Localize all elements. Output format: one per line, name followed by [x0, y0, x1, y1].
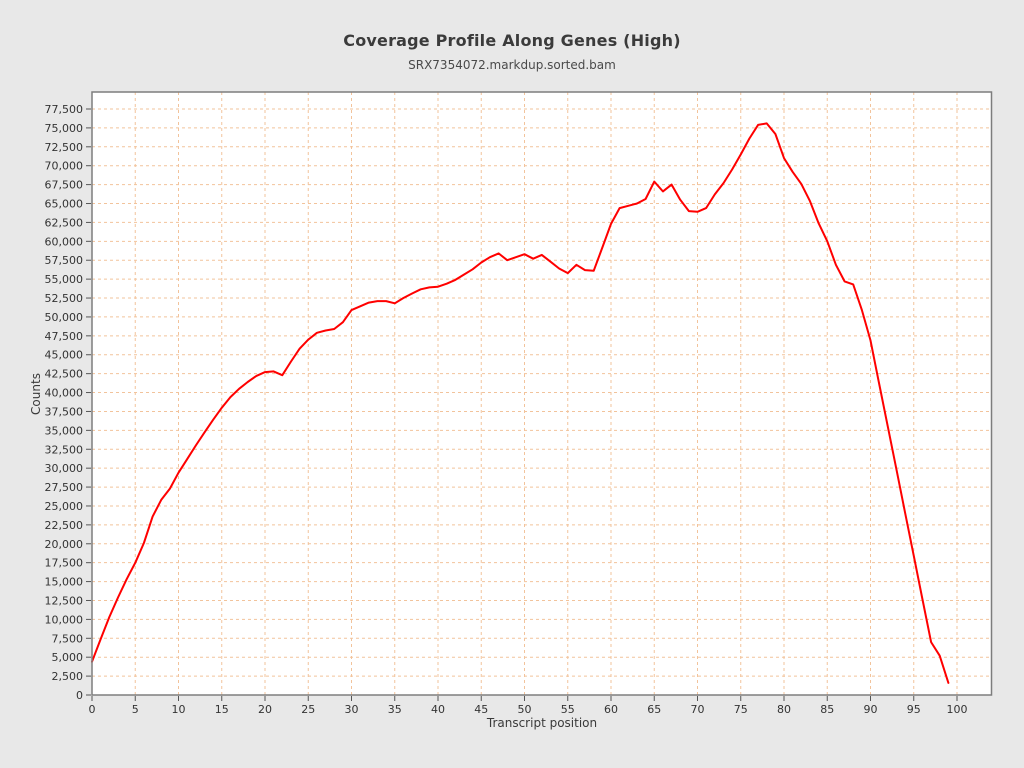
y-tick-label: 77,500: [45, 103, 84, 116]
x-tick-label: 0: [89, 703, 96, 716]
plot-border: [91, 91, 993, 696]
y-tick-label: 12,500: [45, 594, 84, 607]
y-tick-label: 57,500: [45, 254, 84, 267]
y-tick-label: 60,000: [45, 235, 84, 248]
x-tick-label: 10: [172, 703, 186, 716]
x-tick-label: 60: [604, 703, 618, 716]
x-tick-label: 45: [474, 703, 488, 716]
x-tick-label: 85: [820, 703, 834, 716]
x-tick-label: 100: [947, 703, 968, 716]
gridlines: [92, 92, 992, 695]
y-tick-label: 0: [76, 689, 83, 702]
x-tick-label: 95: [907, 703, 921, 716]
y-tick-label: 7,500: [52, 632, 84, 645]
y-tick-label: 40,000: [45, 387, 84, 400]
y-tick-label: 62,500: [45, 216, 84, 229]
y-axis-label: Counts: [29, 373, 43, 415]
x-tick-label: 65: [647, 703, 661, 716]
x-tick-label: 35: [388, 703, 402, 716]
x-tick-label: 75: [734, 703, 748, 716]
y-tick-label: 50,000: [45, 311, 84, 324]
y-tick-label: 32,500: [45, 443, 84, 456]
y-tick-label: 15,000: [45, 576, 84, 589]
plot-area: [92, 92, 992, 695]
x-axis-label: Transcript position: [486, 716, 598, 730]
y-tick-label: 72,500: [45, 141, 84, 154]
y-tick-label: 65,000: [45, 198, 84, 211]
y-tick-label: 47,500: [45, 330, 84, 343]
x-tick-label: 25: [301, 703, 315, 716]
y-tick-label: 75,000: [45, 122, 84, 135]
x-tick-label: 50: [518, 703, 532, 716]
y-tick-label: 10,000: [45, 613, 84, 626]
y-tick-label: 70,000: [45, 160, 84, 173]
x-tick-label: 15: [215, 703, 229, 716]
y-tick-label: 22,500: [45, 519, 84, 532]
y-tick-label: 2,500: [52, 670, 84, 683]
y-tick-label: 5,000: [52, 651, 84, 664]
y-tick-label: 25,000: [45, 500, 84, 513]
y-tick-label: 37,500: [45, 405, 84, 418]
y-tick-label: 35,000: [45, 424, 84, 437]
x-tick-label: 90: [864, 703, 878, 716]
y-tick-label: 55,000: [45, 273, 84, 286]
coverage-series-line: [91, 122, 950, 684]
x-tick-label: 40: [431, 703, 445, 716]
x-tick-label: 80: [777, 703, 791, 716]
chart-title: Coverage Profile Along Genes (High): [343, 31, 681, 50]
chart-subtitle: SRX7354072.markdup.sorted.bam: [408, 58, 616, 72]
y-tick-label: 27,500: [45, 481, 84, 494]
y-tick-label: 30,000: [45, 462, 84, 475]
x-tick-label: 5: [132, 703, 139, 716]
x-tick-label: 30: [345, 703, 359, 716]
x-tick-label: 20: [258, 703, 272, 716]
axis-tick-labels: 0 2,500 5,000 7,500 10,000 12,500 15,000 17,500…: [45, 103, 968, 716]
y-tick-label: 67,500: [45, 179, 84, 192]
y-tick-label: 45,000: [45, 349, 84, 362]
x-tick-label: 70: [691, 703, 705, 716]
y-tick-label: 17,500: [45, 557, 84, 570]
axis-ticks: [86, 108, 958, 701]
y-tick-label: 52,500: [45, 292, 84, 305]
y-tick-label: 42,500: [45, 368, 84, 381]
y-tick-label: 20,000: [45, 538, 84, 551]
x-tick-label: 55: [561, 703, 575, 716]
